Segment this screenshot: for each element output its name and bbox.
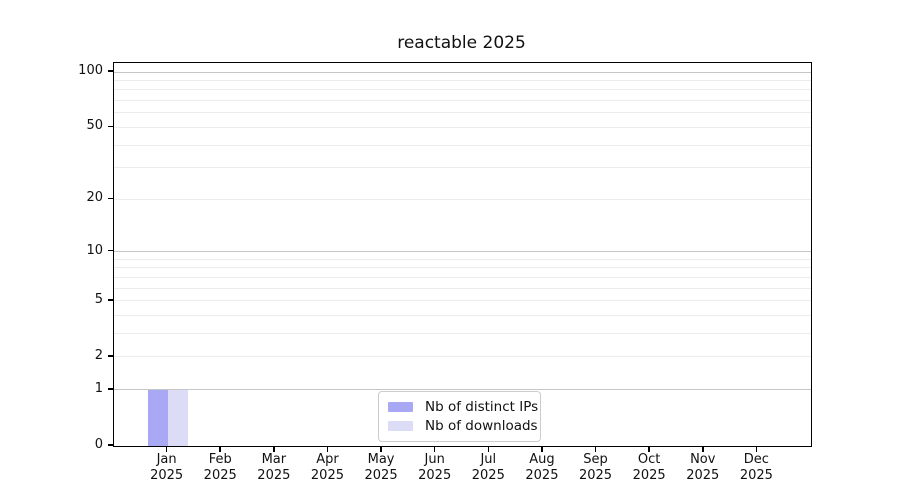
x-tick-label: Feb 2025 [190,452,250,484]
x-tick-year: 2025 [364,468,398,483]
x-tick-year: 2025 [203,468,237,483]
minor-gridline [114,198,811,200]
x-tick-label: Sep 2025 [566,452,626,484]
x-tick-year: 2025 [150,468,184,483]
legend: Nb of distinct IPs Nb of downloads [378,391,541,442]
minor-gridline [114,356,811,358]
minor-gridline [114,100,811,102]
x-tick-month: Mar [261,452,287,467]
x-tick-month: Oct [637,452,661,467]
legend-row: Nb of downloads [388,416,538,435]
x-tick-mark [702,446,704,452]
minor-gridline [114,287,811,289]
x-tick-mark [755,446,758,452]
x-tick-year: 2025 [578,468,613,483]
bar-downloads-jan [167,389,188,446]
x-tick-year: 2025 [525,468,559,483]
y-tick-label: 100 [78,63,103,78]
x-tick-label: Jun 2025 [405,452,465,484]
y-tick-label: 1 [94,380,103,396]
legend-swatch-distinct-ips [388,401,413,412]
x-tick-year: 2025 [418,468,452,483]
x-tick-mark [487,446,490,452]
x-tick-label: Jan 2025 [137,452,197,484]
x-tick-month: Aug [529,452,555,467]
legend-swatch-downloads [388,420,413,431]
y-tick-mark [108,249,113,252]
minor-gridline [114,267,811,269]
minor-gridline [114,144,811,146]
x-tick-mark [326,446,329,452]
y-tick-label: 5 [94,291,103,307]
x-tick-mark [541,446,543,452]
x-tick-label: Jul 2025 [458,452,518,484]
x-tick-mark [273,446,275,452]
minor-gridline [114,333,811,335]
x-tick-label: Aug 2025 [512,452,572,484]
x-tick-label: Apr 2025 [297,452,357,484]
minor-gridline [114,89,811,91]
y-tick-label: 50 [86,118,103,134]
y-tick-label: 0 [94,437,103,452]
minor-gridline [114,126,811,128]
minor-gridline [114,315,811,317]
minor-gridline [114,112,811,114]
legend-label-distinct-ips: Nb of distinct IPs [425,398,539,415]
x-tick-year: 2025 [686,468,720,483]
minor-gridline [114,167,811,169]
x-tick-month: Nov [690,452,716,467]
y-tick-mark [108,70,113,72]
x-tick-month: Apr [316,452,339,467]
y-tick-mark [108,355,113,357]
x-tick-year: 2025 [257,468,291,483]
x-tick-label: Dec 2025 [726,452,786,484]
x-tick-label: Nov 2025 [673,452,733,484]
x-tick-month: Sep [583,452,608,467]
x-tick-label: Oct 2025 [619,452,679,484]
y-tick-mark [108,444,113,446]
x-tick-year: 2025 [310,468,344,483]
y-tick-mark [108,388,113,390]
minor-gridline [114,300,811,302]
bar-distinct-ips-jan [147,389,168,446]
minor-gridline [114,79,811,81]
x-tick-month: Jan [156,452,177,467]
x-tick-year: 2025 [739,468,773,483]
y-tick-mark [108,299,113,301]
y-tick-mark [108,197,113,200]
legend-label-downloads: Nb of downloads [425,417,538,434]
chart-title: reactable 2025 [397,33,526,53]
x-tick-mark [165,446,168,452]
x-tick-mark [219,446,221,452]
major-gridline [114,71,811,73]
x-tick-month: Feb [208,452,232,467]
x-tick-mark [380,446,382,452]
x-tick-label: Mar 2025 [244,452,304,484]
y-tick-mark [108,125,113,128]
x-tick-mark [433,446,436,452]
x-tick-month: May [367,452,395,467]
x-tick-mark [594,446,597,452]
x-tick-year: 2025 [632,468,666,483]
x-tick-month: Jun [424,452,445,467]
x-tick-label: May 2025 [351,452,411,484]
y-tick-label: 2 [94,347,103,363]
y-tick-label: 20 [86,190,103,206]
x-tick-mark [648,446,650,452]
legend-row: Nb of distinct IPs [388,397,538,416]
major-gridline [114,251,811,253]
minor-gridline [114,258,811,260]
y-tick-label: 10 [86,242,103,258]
x-tick-month: Dec [743,452,769,467]
plot-area: Nb of distinct IPs Nb of downloads [113,62,812,447]
major-gridline [114,389,811,391]
x-tick-year: 2025 [471,468,505,483]
minor-gridline [114,276,811,278]
x-tick-month: Jul [480,452,497,467]
